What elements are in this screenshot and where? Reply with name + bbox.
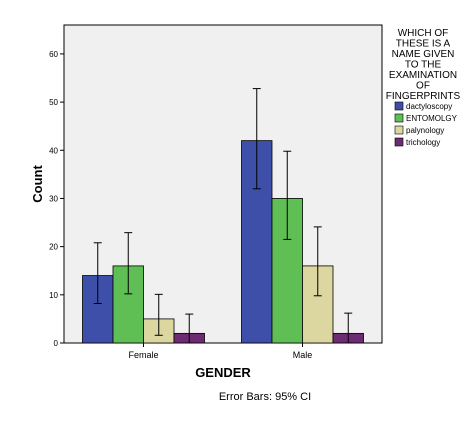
- x-tick-label: Male: [293, 350, 313, 360]
- legend-title-line: WHICH OF: [398, 28, 449, 39]
- legend-title-line: FINGERPRINTS: [386, 91, 461, 102]
- y-tick-label: 50: [49, 98, 58, 107]
- y-tick-label: 40: [49, 146, 58, 155]
- y-axis-label: Count: [30, 165, 45, 203]
- legend-swatch: [394, 101, 404, 111]
- y-tick-label: 30: [49, 194, 58, 203]
- legend-title-line: THESE IS A: [396, 39, 451, 50]
- x-axis-label: GENDER: [195, 365, 251, 380]
- legend-title-line: TO THE: [405, 60, 442, 71]
- legend-swatch: [394, 125, 404, 135]
- legend-label: trichology: [406, 138, 440, 147]
- x-tick-label: Female: [128, 350, 158, 360]
- legend-swatch: [394, 137, 404, 147]
- y-tick-label: 20: [49, 243, 58, 252]
- legend-title-line: NAME GIVEN: [392, 49, 455, 60]
- y-tick-label: 60: [49, 50, 58, 59]
- legend-title-line: OF: [416, 81, 430, 92]
- legend-label: ENTOMOLGY: [406, 114, 458, 123]
- legend-swatch: [394, 113, 404, 123]
- legend-title-line: EXAMINATION: [389, 70, 457, 81]
- y-tick-label: 0: [54, 339, 59, 348]
- legend-label: dactyloscopy: [406, 102, 452, 111]
- axes: 0 10 20 30 40 50 60 Female Male: [49, 50, 312, 360]
- footnote: Error Bars: 95% CI: [219, 391, 311, 403]
- y-tick-label: 10: [49, 291, 58, 300]
- legend-label: palynology: [406, 126, 444, 135]
- bars: [82, 88, 364, 344]
